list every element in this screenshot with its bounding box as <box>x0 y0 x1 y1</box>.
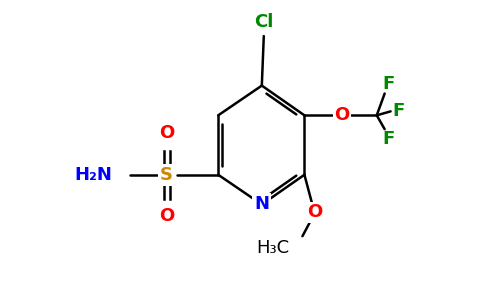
Text: O: O <box>334 106 349 124</box>
Text: F: F <box>382 75 395 93</box>
Text: F: F <box>393 102 405 120</box>
Text: H₃C: H₃C <box>257 239 289 257</box>
Text: Cl: Cl <box>254 13 273 31</box>
Text: F: F <box>382 130 395 148</box>
Text: O: O <box>159 124 174 142</box>
Text: O: O <box>307 203 322 221</box>
Text: S: S <box>160 166 173 184</box>
Text: O: O <box>159 207 174 225</box>
Text: H₂N: H₂N <box>75 166 112 184</box>
Text: N: N <box>254 196 269 214</box>
